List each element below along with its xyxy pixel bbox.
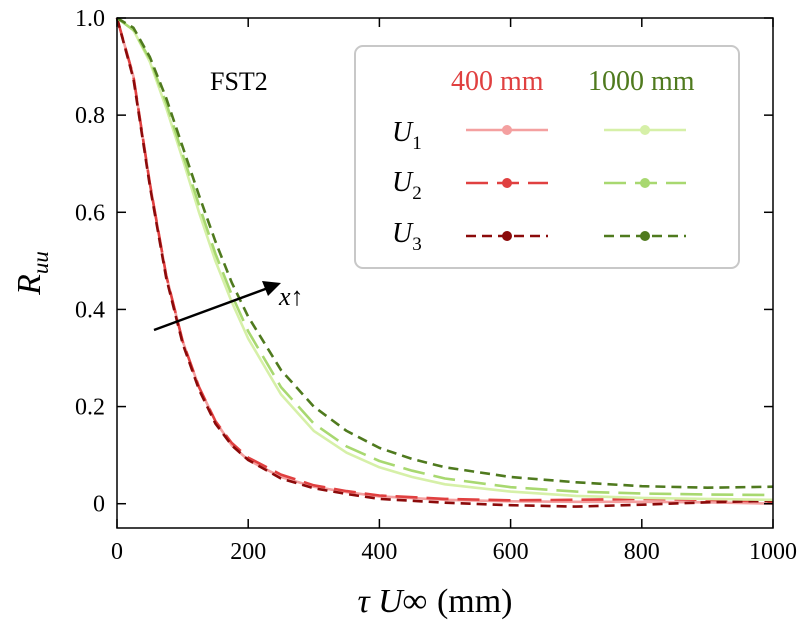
legend-box <box>354 45 740 269</box>
annotation-layer: FST2 x↑ <box>153 67 304 332</box>
series-line-3 <box>116 16 774 502</box>
legend-header-1000mm: 1000 mm <box>588 66 695 97</box>
legend-row-u2-base: U <box>392 167 414 198</box>
x-axis-title-unit: (mm) <box>437 583 513 620</box>
y-axis-title-sub: uu <box>28 251 53 274</box>
trend-arrow-line <box>153 286 269 332</box>
legend-swatch-marker-3 <box>640 125 650 135</box>
legend-swatch-marker-0 <box>502 125 512 135</box>
x-tick-label-5: 1000 <box>749 539 797 565</box>
y-axis-title-base: R <box>11 274 48 296</box>
series-line-5 <box>116 16 774 489</box>
x-tick-label-3: 600 <box>493 539 529 565</box>
x-axis-title: τ U∞ (mm) <box>357 583 512 620</box>
y-tick-label-0: 0 <box>93 492 105 518</box>
series-layer <box>115 16 774 508</box>
legend-row-u3: U3 <box>392 218 422 255</box>
y-tick-label-2: 0.4 <box>75 297 105 323</box>
y-tick-label-3: 0.6 <box>75 200 105 226</box>
series-line-2 <box>115 17 774 508</box>
legend-swatches <box>466 125 686 241</box>
x-axis-title-symbol: τ U∞ <box>357 583 426 620</box>
x-tick-label-0: 0 <box>111 539 123 565</box>
y-tick-label-5: 1.0 <box>75 6 105 32</box>
trend-annotation: x↑ <box>278 282 304 311</box>
legend-swatch-marker-1 <box>502 178 512 188</box>
legend-row-u1-base: U <box>392 117 414 148</box>
legend-row-u1: U1 <box>392 117 422 154</box>
y-tick-label-4: 0.8 <box>75 103 105 129</box>
legend-row-u2: U2 <box>392 167 422 204</box>
legend-swatch-marker-2 <box>502 231 512 241</box>
trend-arrow-head <box>262 281 281 296</box>
legend-row-u2-sub: 2 <box>412 183 422 204</box>
x-tick-label-1: 200 <box>230 539 266 565</box>
legend: 400 mm 1000 mm U1 U2 U3 <box>354 45 740 269</box>
series-line-4 <box>116 16 774 497</box>
legend-row-u1-sub: 1 <box>412 133 422 154</box>
legend-swatch-marker-4 <box>640 178 650 188</box>
legend-row-u3-base: U <box>392 218 414 249</box>
legend-row-u3-sub: 3 <box>412 234 422 255</box>
legend-swatch-marker-5 <box>640 231 650 241</box>
x-tick-label-2: 400 <box>361 539 397 565</box>
y-tick-label-1: 0.2 <box>75 395 105 421</box>
axes-layer: 0 200 400 600 800 1000 0 0.2 0.4 0.6 0.8 1.0 τ U∞ (mm… <box>11 6 797 620</box>
fst-annotation: FST2 <box>210 67 268 96</box>
y-axis-title: Ruu <box>11 251 53 296</box>
plot-frame <box>116 17 774 529</box>
x-tick-label-4: 800 <box>624 539 660 565</box>
legend-header-400mm: 400 mm <box>451 66 544 97</box>
